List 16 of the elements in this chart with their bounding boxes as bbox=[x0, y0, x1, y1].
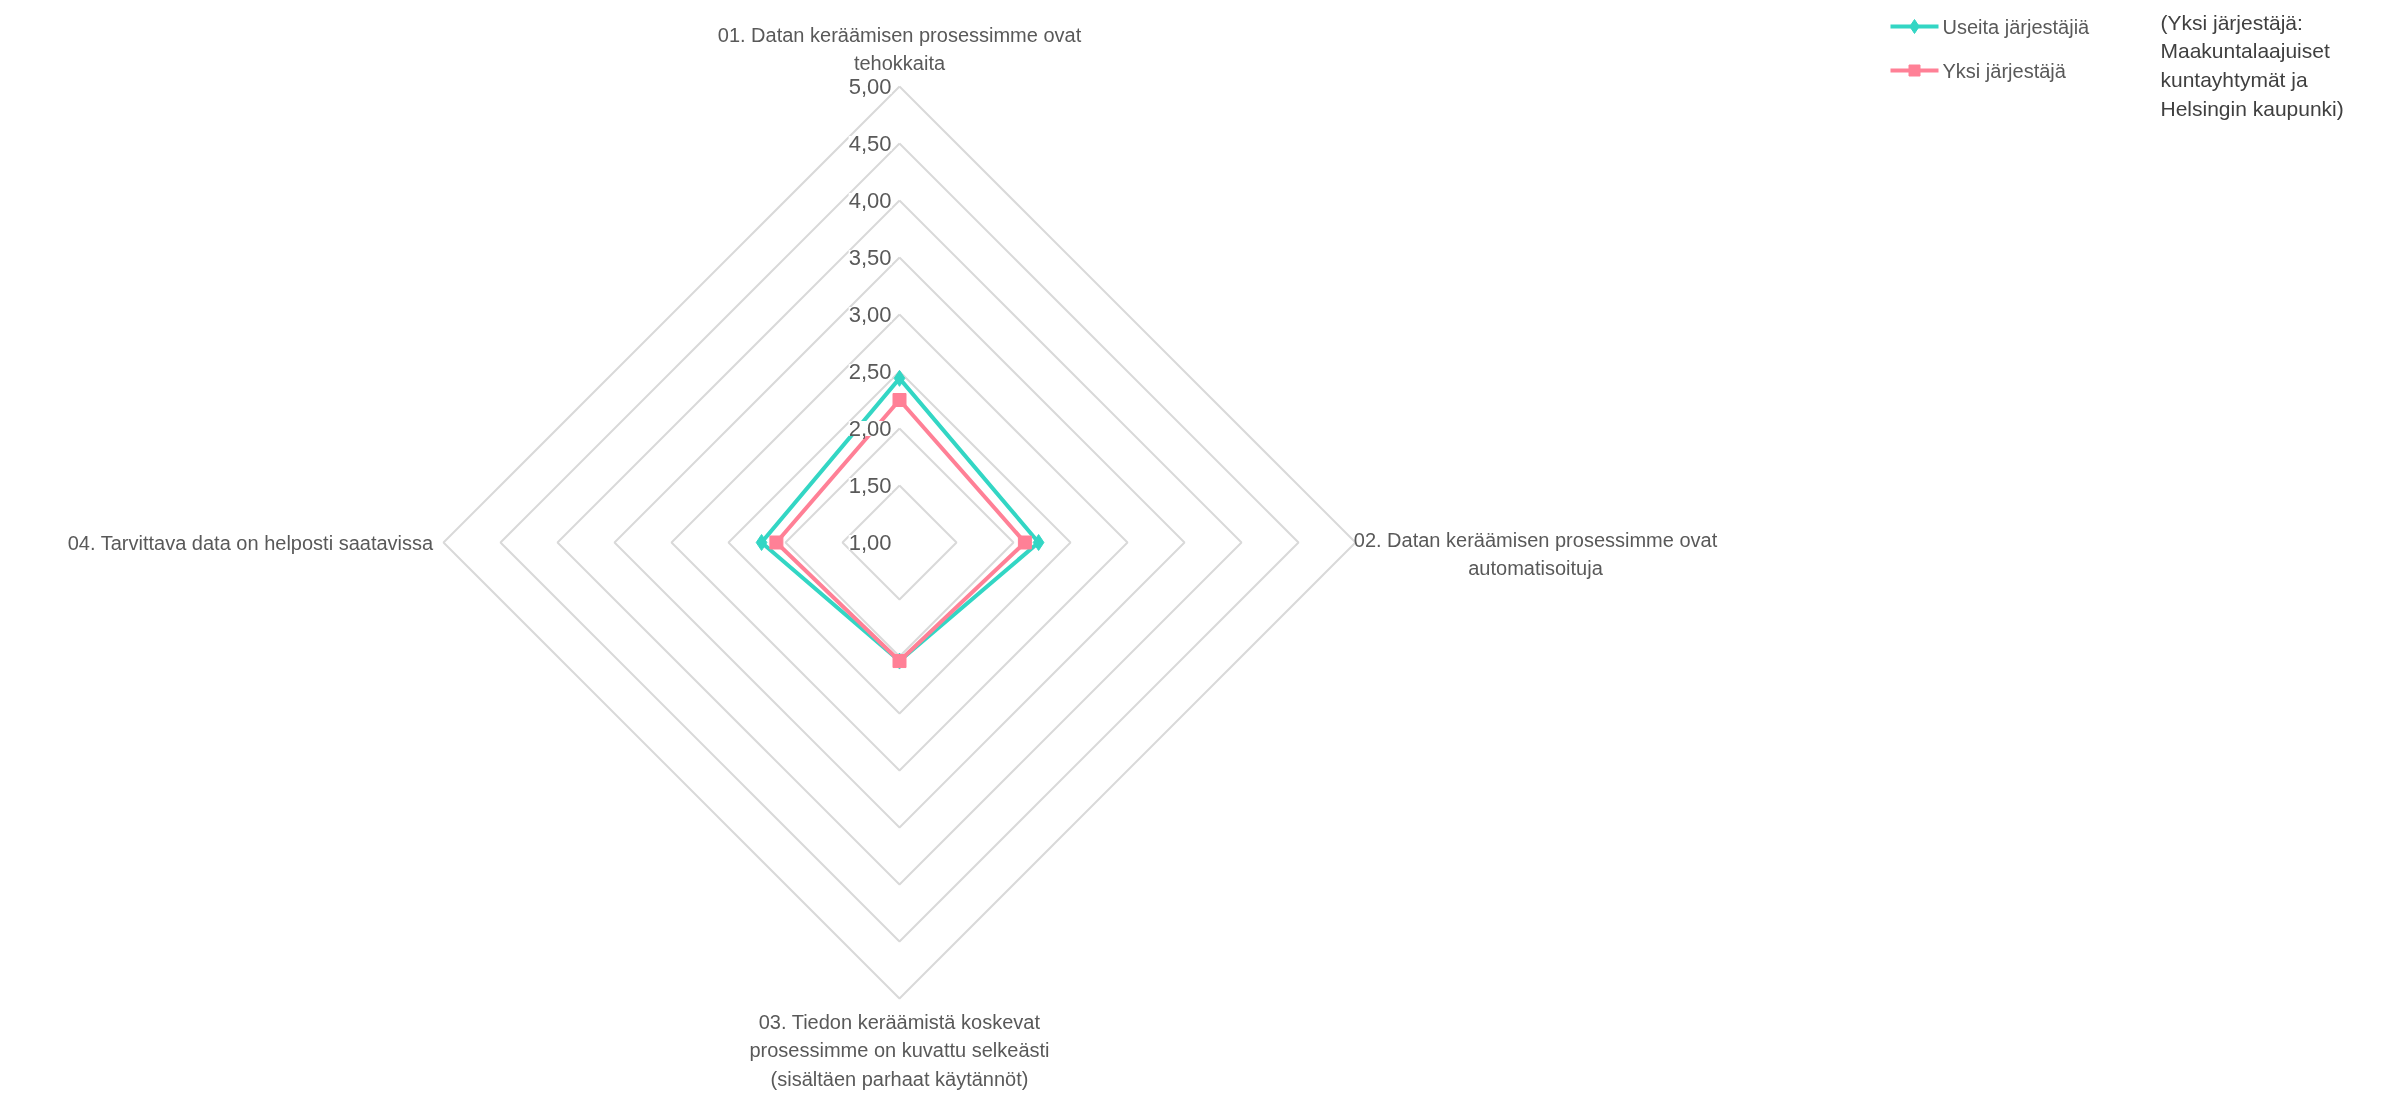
y-tick-label: 1,00 bbox=[848, 530, 892, 555]
y-tick-label: 3,00 bbox=[848, 302, 892, 327]
spoke-label: 03. Tiedon keräämistä koskevat prosessimme on kuvattu selkeästi (sisältäen parhaat käytännöt) bbox=[749, 1010, 1050, 1090]
y-tick-label: 4,00 bbox=[848, 188, 892, 213]
y-tick-label: 1,50 bbox=[848, 473, 892, 498]
text: (Yksi järjestäjä: Maakuntalaajuiset kuntayhtymät ja Helsingin kaupunki) bbox=[2160, 10, 2344, 120]
spoke-label: 04. Tarvittava data on helposti saatavissa bbox=[67, 531, 435, 554]
y-tick-label: 4,50 bbox=[848, 131, 892, 156]
legend-label: Useita järjestäjiä bbox=[1942, 15, 2091, 38]
spoke-label: 01. Datan keräämisen prosessimme ovat tehokkaita bbox=[717, 23, 1082, 75]
y-tick-label: 2,50 bbox=[848, 359, 892, 384]
y-tick-label: 5,00 bbox=[848, 74, 892, 99]
legend-label: Yksi järjestäjä bbox=[1942, 59, 2067, 82]
y-tick-label: 2,00 bbox=[848, 416, 892, 441]
y-tick-label: 3,50 bbox=[848, 245, 892, 270]
spoke-label: 02. Datan keräämisen prosessimme ovat automatisoituja bbox=[1353, 528, 1718, 580]
